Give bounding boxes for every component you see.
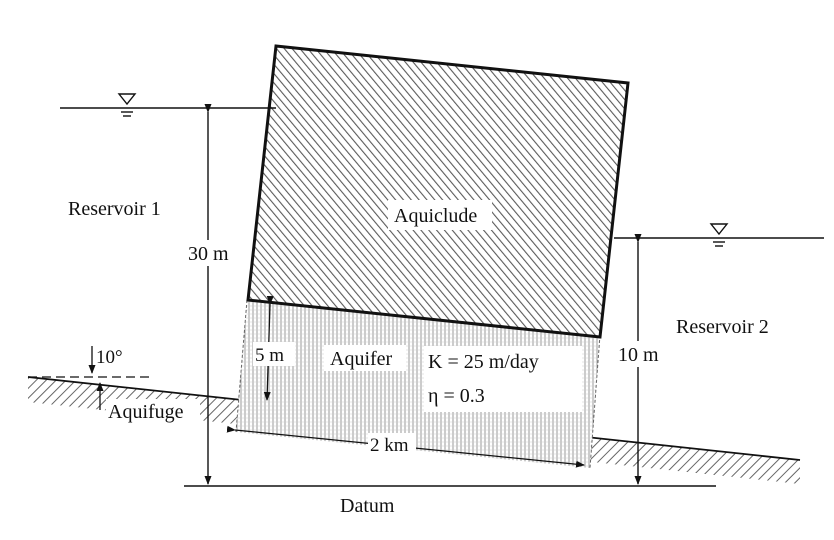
reservoir1-label: Reservoir 1: [68, 198, 161, 220]
porosity-label: η = 0.3: [428, 385, 485, 407]
water-level-symbol: [709, 223, 729, 247]
aquifer-label: Aquifer: [330, 348, 393, 370]
head2-label: 10 m: [618, 344, 659, 366]
aquifer-right-edge: [589, 334, 601, 469]
length-label: 2 km: [370, 435, 409, 456]
aquiclude-block: [246, 44, 630, 339]
head1-label: 30 m: [188, 243, 229, 265]
conductivity-label: K = 25 m/day: [428, 351, 539, 373]
aquiclude-label: Aquiclude: [394, 205, 477, 227]
aquifuge-label: Aquifuge: [108, 401, 184, 423]
angle-label: 10°: [96, 347, 123, 368]
datum-label: Datum: [340, 495, 395, 517]
aquifer-left-edge: [235, 299, 248, 433]
reservoir2-label: Reservoir 2: [676, 316, 769, 338]
water-level-symbol: [117, 93, 137, 117]
thickness-label: 5 m: [255, 345, 284, 366]
